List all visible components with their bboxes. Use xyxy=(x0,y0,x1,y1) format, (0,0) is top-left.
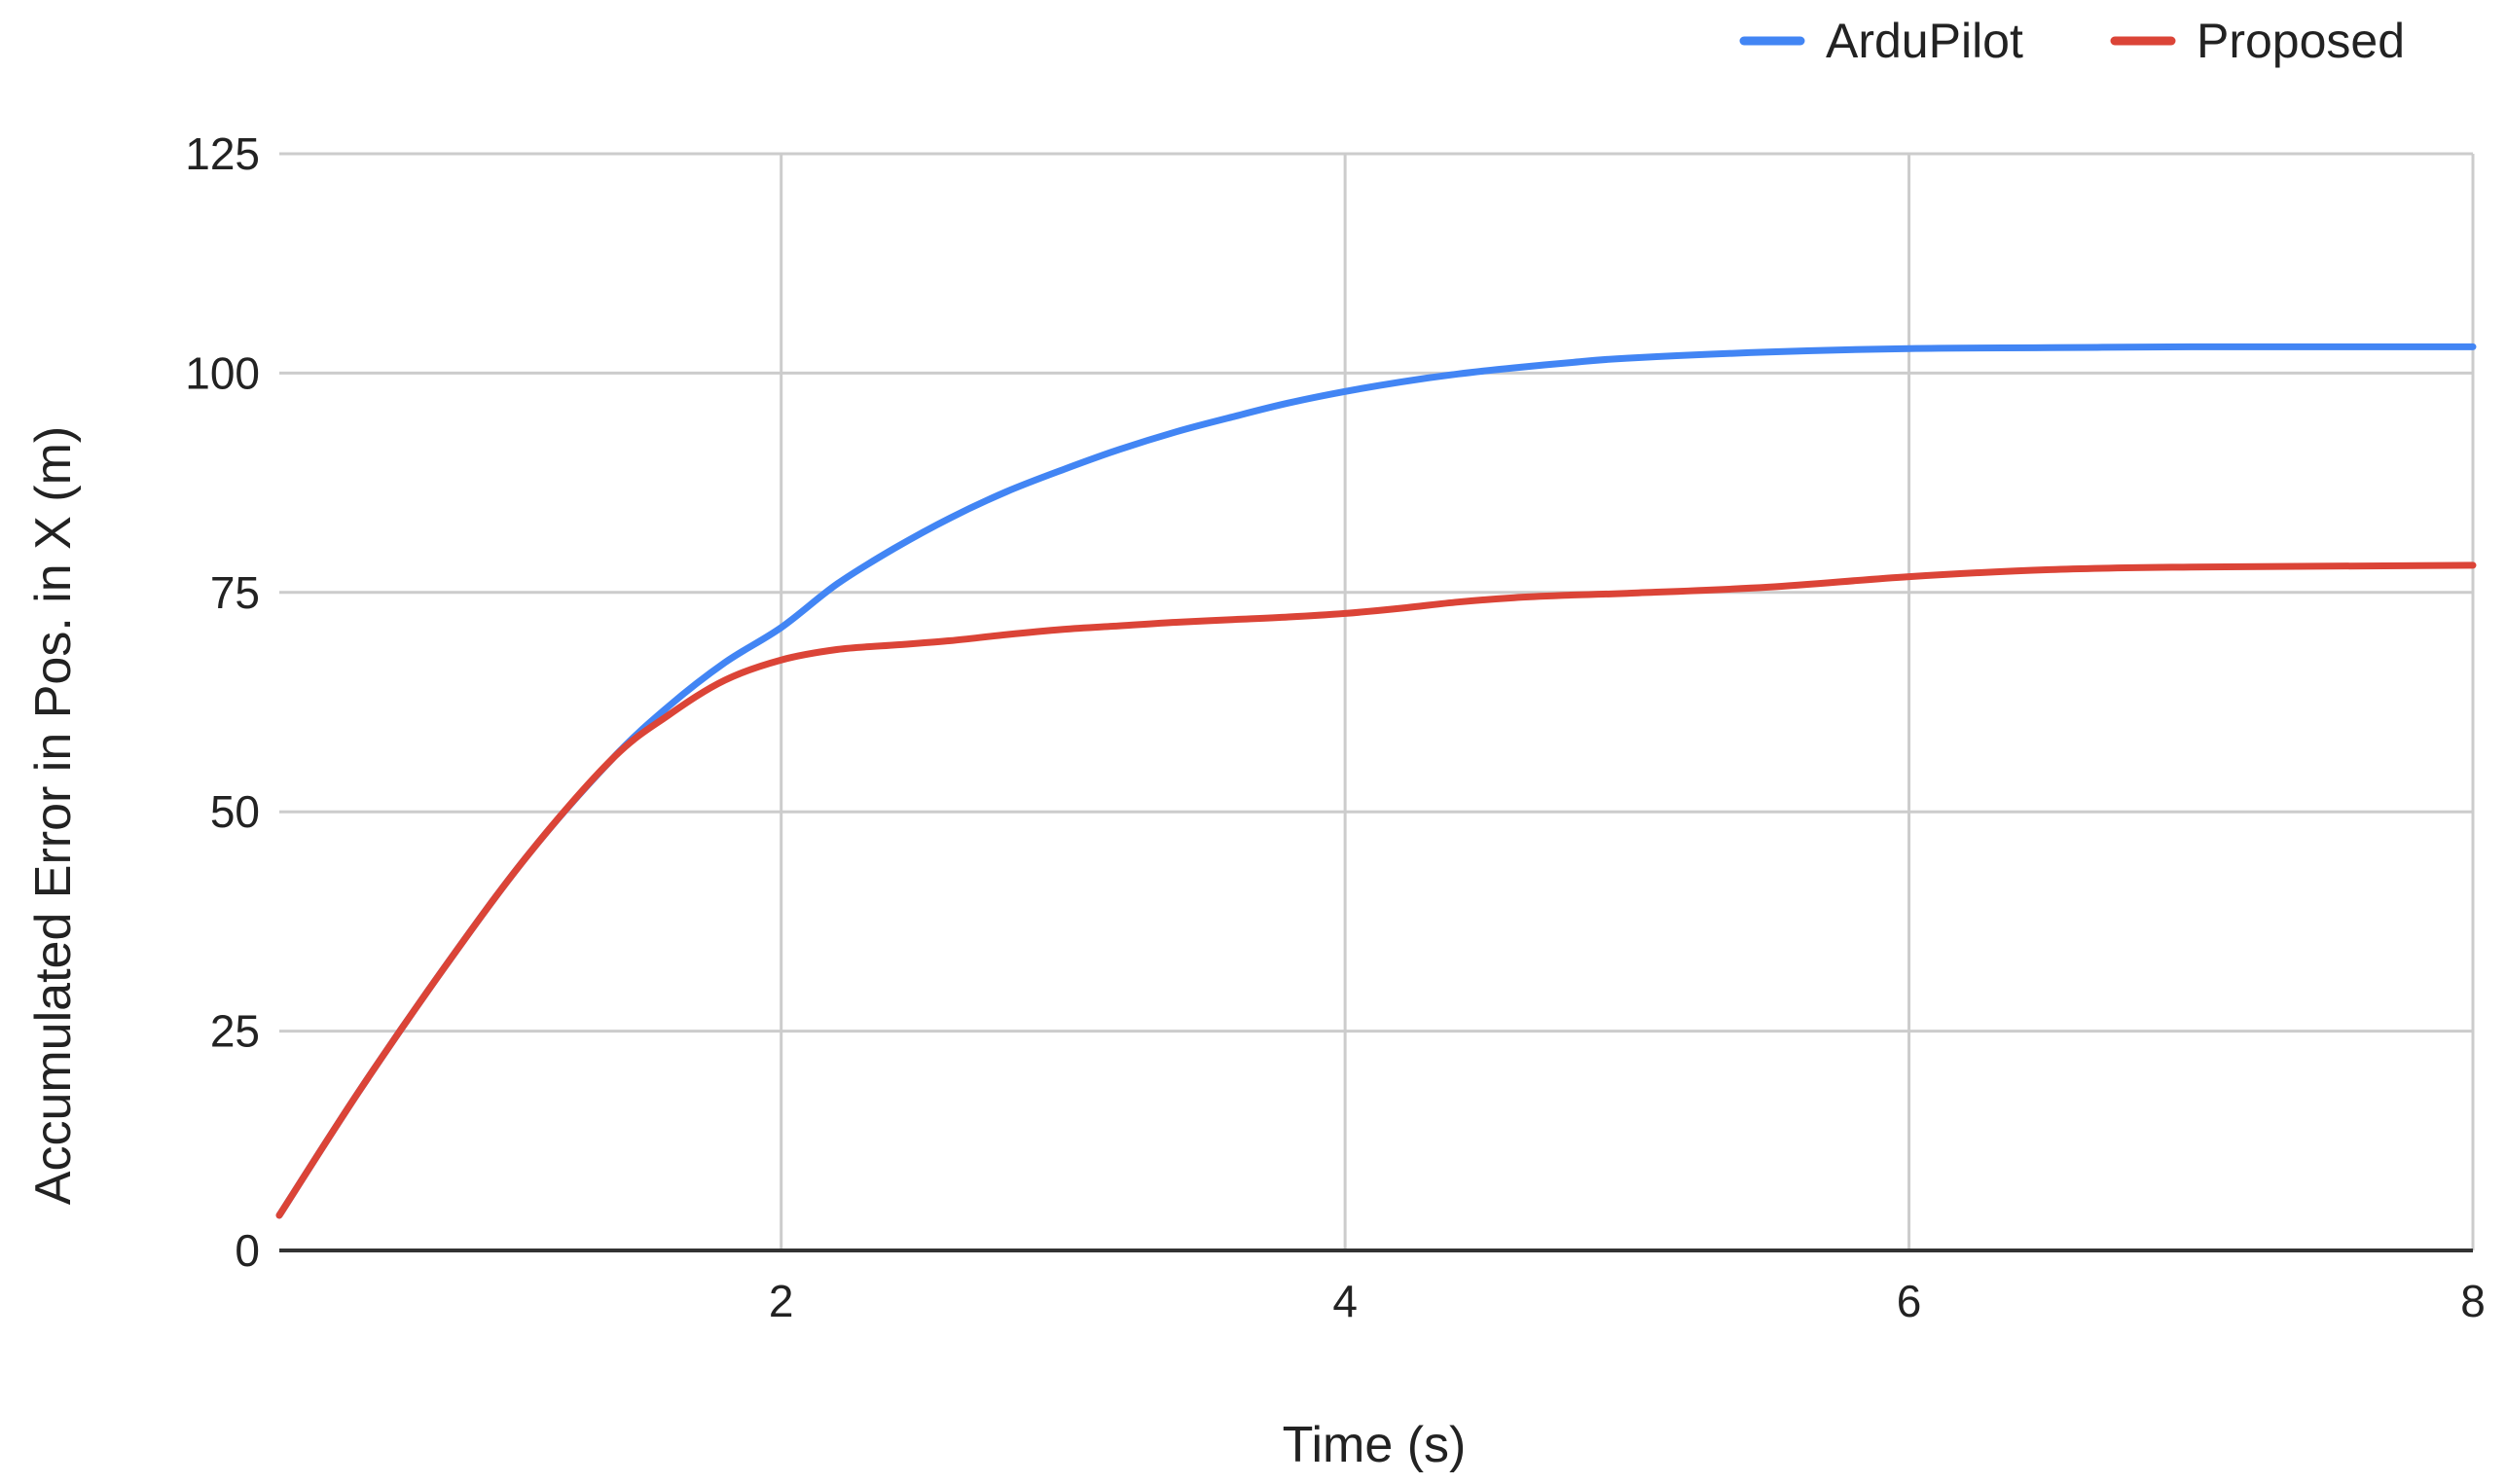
y-tick-label: 125 xyxy=(185,128,260,179)
series-lines xyxy=(279,346,2473,1215)
tick-labels: 0 25 50 75 100 125 2 4 6 8 xyxy=(185,128,2486,1326)
y-tick-label: 50 xyxy=(210,786,260,837)
legend-item-ardupilot: ArduPilot xyxy=(1744,14,2023,68)
y-tick-label: 25 xyxy=(210,1006,260,1057)
y-tick-label: 100 xyxy=(185,347,260,398)
legend: ArduPilot Proposed xyxy=(1744,14,2405,68)
x-tick-label: 4 xyxy=(1332,1276,1358,1326)
legend-item-proposed: Proposed xyxy=(2115,14,2405,68)
grid xyxy=(279,154,2473,1250)
x-axis-title: Time (s) xyxy=(1283,1417,1467,1473)
y-axis-title: Accumulated Error in Pos. in X (m) xyxy=(25,426,82,1205)
y-tick-label: 75 xyxy=(210,567,260,618)
x-tick-label: 2 xyxy=(769,1276,794,1326)
series-line-proposed xyxy=(279,565,2473,1215)
x-tick-label: 6 xyxy=(1897,1276,1922,1326)
x-tick-label: 8 xyxy=(2460,1276,2486,1326)
y-tick-label: 0 xyxy=(235,1225,260,1276)
legend-label-proposed: Proposed xyxy=(2197,14,2405,68)
series-line-ardupilot xyxy=(279,346,2473,1215)
legend-label-ardupilot: ArduPilot xyxy=(1826,14,2023,68)
